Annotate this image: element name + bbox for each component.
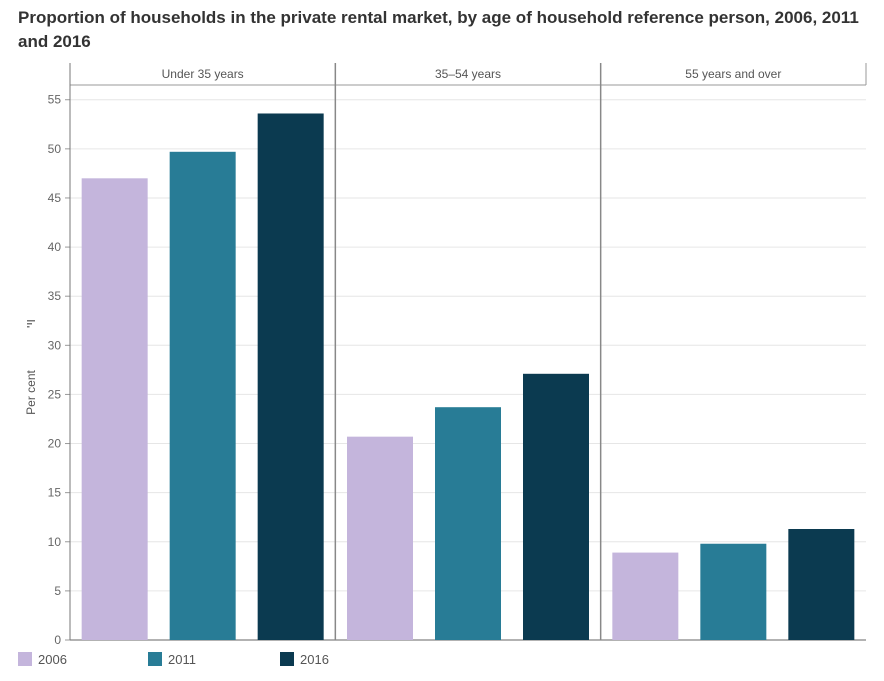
- legend-label-2006: 2006: [38, 652, 67, 667]
- y-tick-label-55: 55: [48, 93, 62, 107]
- panel-header-3: 55 years and over: [685, 67, 781, 81]
- y-tick-label-35: 35: [48, 289, 62, 303]
- legend-swatch-2016: [280, 652, 294, 666]
- legend-item-2016[interactable]: 2016: [280, 652, 329, 667]
- sort-icon-bar: [27, 326, 30, 328]
- y-tick-label-0: 0: [54, 633, 61, 647]
- legend-swatch-2006: [18, 652, 32, 666]
- y-tick-label-50: 50: [48, 142, 62, 156]
- bar-2011-2: [435, 407, 501, 640]
- y-tick-label-25: 25: [48, 387, 62, 401]
- bar-2016-1: [257, 113, 324, 641]
- legend-swatch-2011: [148, 652, 162, 666]
- y-tick-label-45: 45: [48, 191, 62, 205]
- bar-2006-2: [347, 436, 413, 640]
- legend-label-2016: 2016: [300, 652, 329, 667]
- y-tick-label-30: 30: [48, 338, 62, 352]
- bar-2016-2: [523, 373, 589, 640]
- y-tick-label-15: 15: [48, 486, 62, 500]
- y-tick-label-10: 10: [48, 535, 62, 549]
- chart-title: Proportion of households in the private …: [18, 8, 859, 51]
- bar-2006-3: [612, 552, 679, 640]
- y-tick-label-5: 5: [54, 584, 61, 598]
- bar-2011-3: [700, 543, 767, 640]
- y-axis-label: Per cent: [24, 369, 38, 414]
- sort-icon: [27, 320, 35, 322]
- legend-item-2011[interactable]: 2011: [148, 652, 196, 667]
- bar-2006-1: [81, 178, 148, 640]
- bar-chart: 0 5 10 15 20 25 30 35 40 45 50 55 Per cent Under 35 y…: [24, 63, 867, 647]
- sort-icon-bar: [27, 323, 32, 325]
- y-tick-label-40: 40: [48, 240, 62, 254]
- y-tick-label-20: 20: [48, 437, 62, 451]
- legend-label-2011: 2011: [168, 652, 196, 667]
- bar-2011-1: [169, 151, 236, 641]
- bar-2016-3: [788, 529, 855, 640]
- panel-header-1: Under 35 years: [162, 67, 244, 81]
- panel-header-2: 35–54 years: [435, 67, 501, 81]
- legend-item-2006[interactable]: 2006: [18, 652, 67, 667]
